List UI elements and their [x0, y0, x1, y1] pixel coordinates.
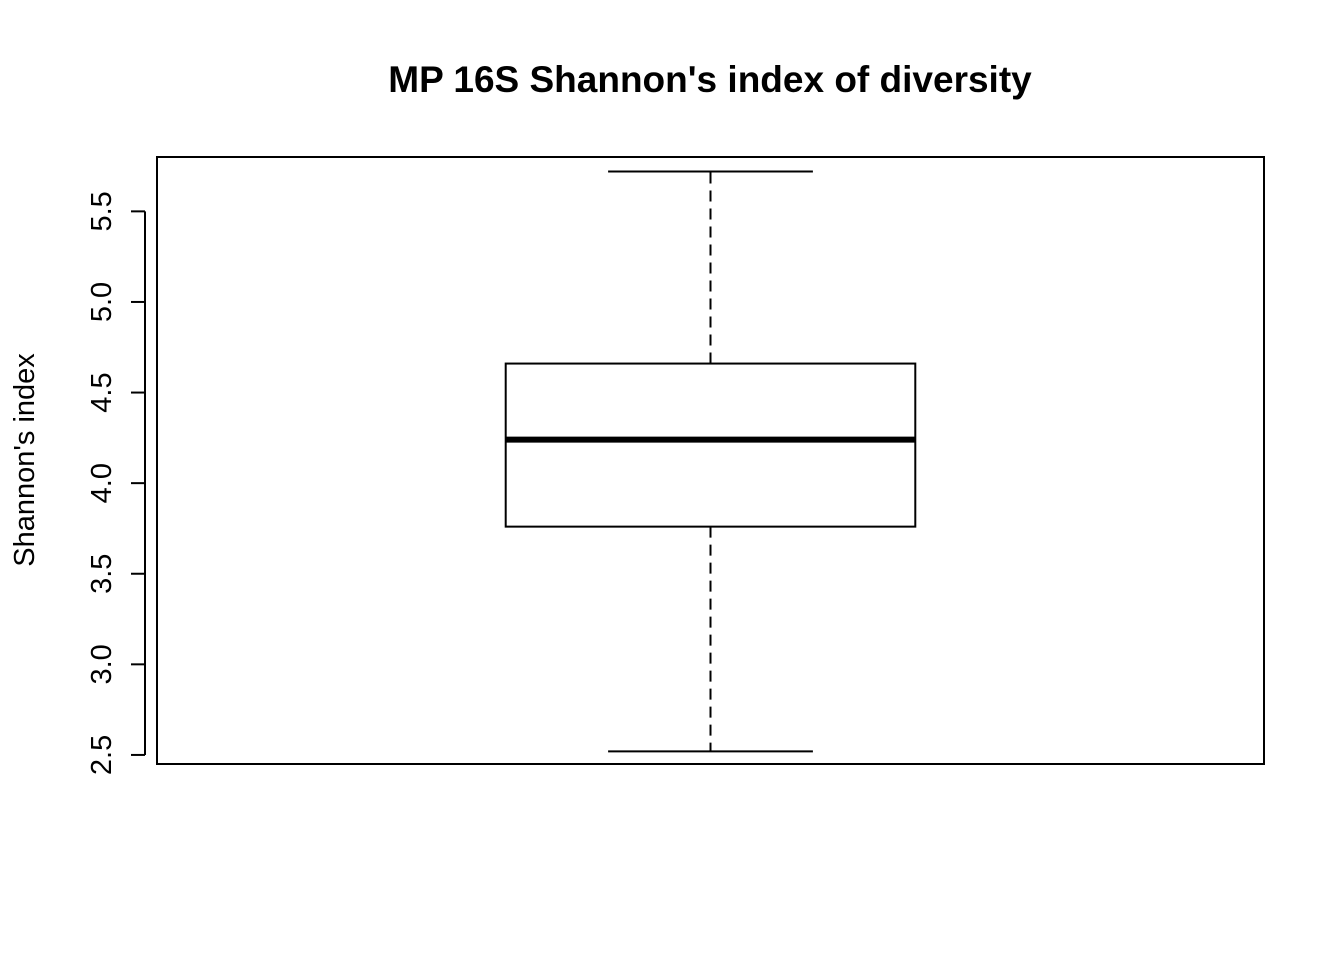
y-tick-label: 2.5 — [86, 735, 118, 775]
interquartile-box — [504, 362, 917, 528]
plot-frame — [156, 156, 1265, 765]
box-series — [504, 170, 917, 753]
chart-title: MP 16S Shannon's index of diversity — [388, 59, 1032, 100]
y-tick-label: 5.5 — [86, 191, 118, 231]
y-tick-label: 4.5 — [86, 372, 118, 412]
y-tick-label: 4.0 — [86, 463, 118, 503]
y-tick-label: 3.5 — [86, 554, 118, 594]
y-axis: 2.5 3.0 3.5 4.0 4.5 5.0 5.5 — [86, 191, 146, 775]
y-tick-label: 5.0 — [86, 282, 118, 322]
y-axis-label: Shannon's index — [9, 353, 41, 567]
y-tick-label: 3.0 — [86, 644, 118, 684]
